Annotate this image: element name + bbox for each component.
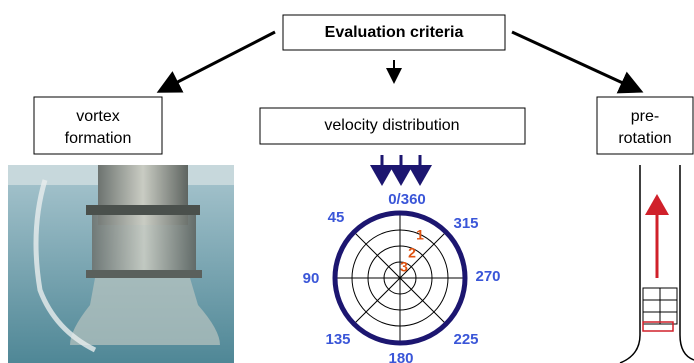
- angle-label: 135: [325, 331, 350, 348]
- point-label: 2: [408, 245, 416, 261]
- angle-label: 0/360: [388, 191, 426, 208]
- angle-label: 315: [453, 215, 478, 232]
- criterion-label: formation: [65, 130, 132, 147]
- angle-label: 180: [388, 350, 413, 363]
- title: Evaluation criteria: [325, 24, 464, 41]
- angle-label: 225: [453, 331, 478, 348]
- polar-grid: [335, 213, 465, 343]
- flow-arrows: [382, 155, 420, 180]
- angle-label: 90: [303, 270, 320, 287]
- criterion-label: vortex: [76, 108, 120, 125]
- angle-label: 45: [328, 209, 345, 226]
- angle-label: 270: [475, 268, 500, 285]
- point-label: 3: [400, 259, 408, 275]
- criterion-label: rotation: [618, 130, 671, 147]
- criterion-label: velocity distribution: [324, 117, 459, 134]
- diagram: Evaluation criteria vortex formation vel…: [0, 0, 694, 363]
- vortex-photo: [8, 165, 234, 363]
- criterion-label: pre-: [631, 108, 659, 125]
- point-label: 1: [416, 227, 424, 243]
